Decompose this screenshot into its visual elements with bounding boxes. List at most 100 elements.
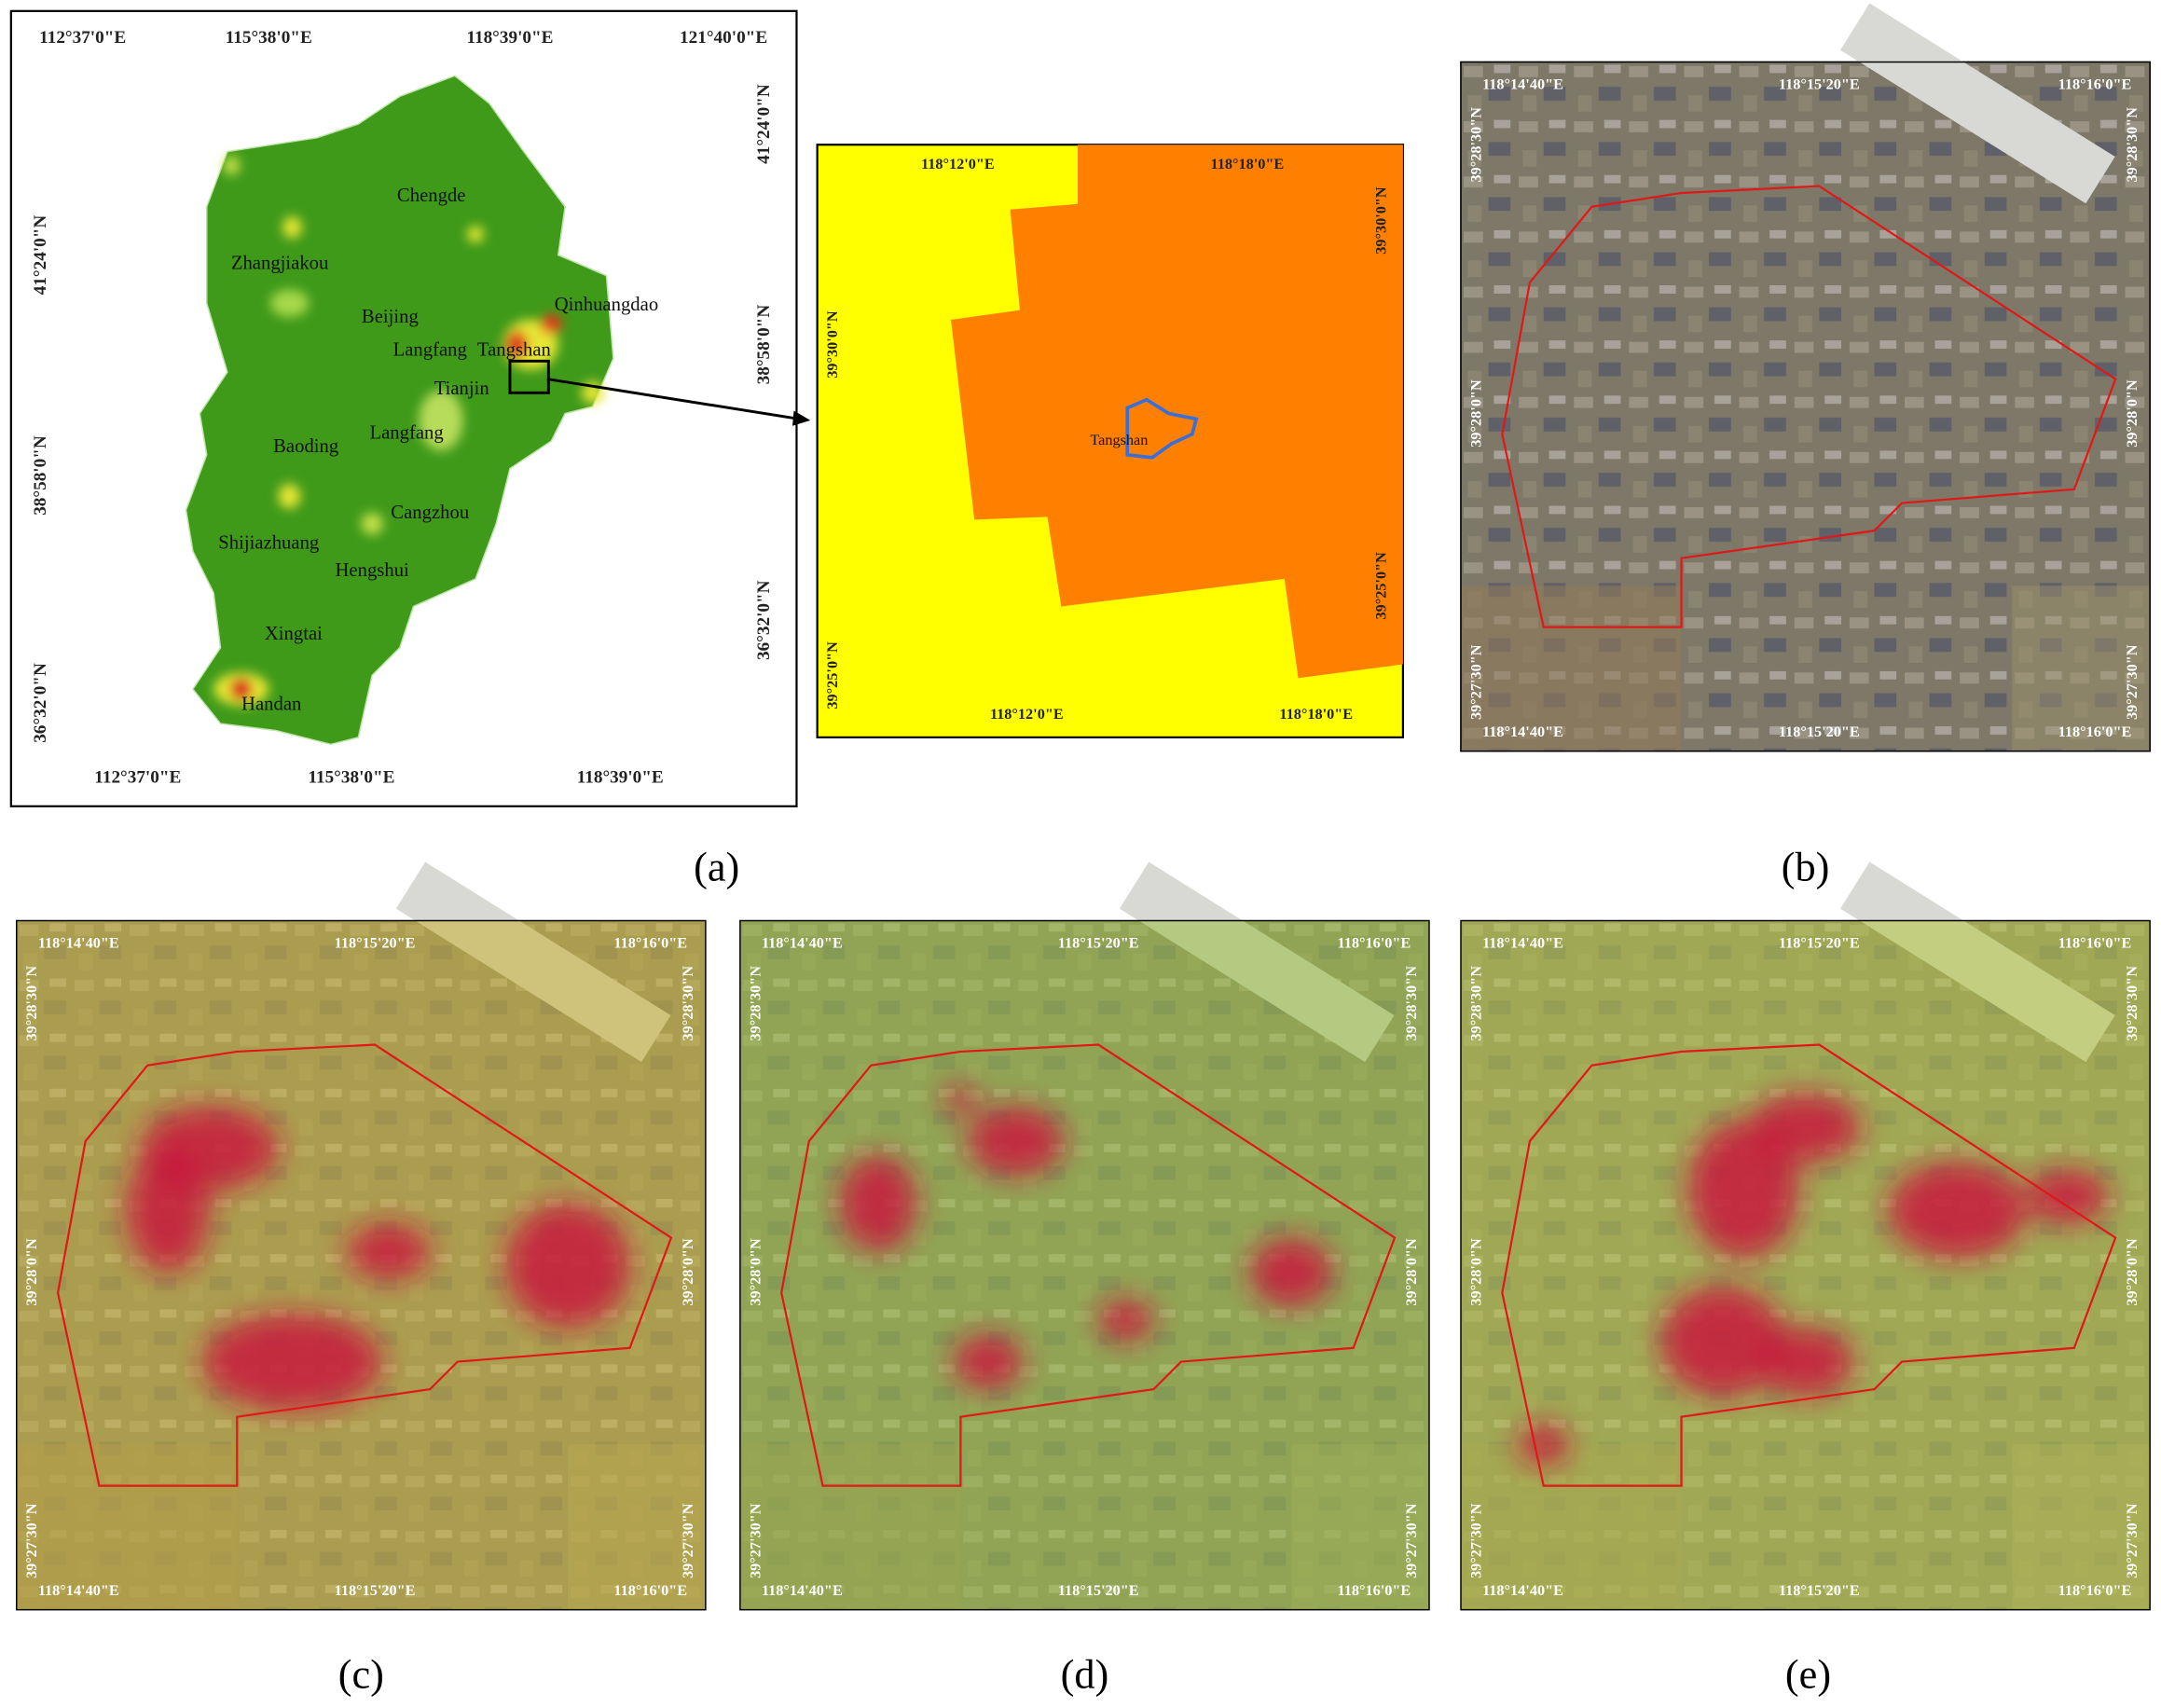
heat-spot xyxy=(943,1085,978,1114)
coord-label: 39°28'30"N xyxy=(1467,107,1484,183)
coord-label: 118°16'0"E xyxy=(2058,1582,2132,1599)
place-name: Xingtai xyxy=(265,624,323,644)
coord-label: 38°58'0"N xyxy=(31,435,50,516)
coord-label: 115°38'0"E xyxy=(226,28,312,48)
coord-label: 118°16'0"E xyxy=(613,934,687,951)
plant-boundary xyxy=(1501,185,2117,628)
panel-label: (b) xyxy=(1782,843,1830,889)
coord-label: 118°16'0"E xyxy=(2058,934,2132,951)
coord-label: 118°39'0"E xyxy=(466,28,553,48)
coord-label: 39°30'0"N xyxy=(824,310,841,379)
coord-label: 118°16'0"E xyxy=(1337,934,1411,951)
heat-spot xyxy=(127,1148,210,1273)
figure-body: 112°37'0"E 115°38'0"E 118°39'0"E 121°40'0"E… xyxy=(9,3,2151,1698)
coord-label: 36°32'0"N xyxy=(754,580,774,660)
heat-spot xyxy=(1888,1162,2027,1259)
coord-label: 118°14'40"E xyxy=(38,1582,119,1599)
place-name: Handan xyxy=(241,695,302,715)
coord-label: 118°14'40"E xyxy=(762,1582,843,1599)
panel-frame xyxy=(1460,919,2151,1611)
coord-label: 39°28'0"N xyxy=(2124,379,2140,448)
coord-label: 41°24'0"N xyxy=(31,215,50,296)
coord-label: 118°15'20"E xyxy=(1779,723,1860,740)
coord-label: 39°27'30"N xyxy=(1467,644,1484,720)
coord-label: 115°38'0"E xyxy=(308,768,394,788)
coord-label: 39°27'30"N xyxy=(1467,1503,1484,1578)
coord-label: 38°58'0"N xyxy=(754,305,774,385)
heat-spots xyxy=(839,1085,1333,1390)
coord-label: 39°28'0"N xyxy=(747,1238,764,1306)
coord-label: 118°12'0"E xyxy=(921,156,995,172)
panel-frame xyxy=(1460,61,2151,752)
coord-label: 118°15'20"E xyxy=(1779,934,1860,951)
panel-label: (e) xyxy=(1785,1651,1831,1698)
coord-label: 39°28'0"N xyxy=(23,1238,40,1306)
coord-label: 118°15'20"E xyxy=(335,1582,416,1599)
plant-boundary xyxy=(56,1043,673,1487)
airport-hangar xyxy=(1840,3,2115,204)
coord-label: 118°14'40"E xyxy=(38,934,119,951)
heat-spot xyxy=(953,1333,1023,1390)
region-map xyxy=(185,75,614,746)
coord-label: 118°16'0"E xyxy=(2058,723,2132,740)
heat-spot xyxy=(1687,1120,1799,1259)
coord-label: 39°28'0"N xyxy=(1467,379,1484,448)
coord-label: 39°28'30"N xyxy=(23,966,40,1041)
heat-spot xyxy=(839,1154,917,1252)
place-name: Cangzhou xyxy=(391,503,469,523)
heat-spot xyxy=(347,1223,431,1279)
concentration-hotspots xyxy=(213,156,604,706)
coord-label: 118°14'40"E xyxy=(1482,1582,1563,1599)
coord-label: 118°15'20"E xyxy=(1779,1582,1860,1599)
place-name: Langfang xyxy=(393,340,467,361)
heat-spots xyxy=(1519,1093,2109,1466)
coord-label: 36°32'0"N xyxy=(31,663,50,743)
heat-spot xyxy=(1249,1237,1333,1307)
coord-label: 39°27'30"N xyxy=(2124,644,2140,720)
coord-label: 39°27'30"N xyxy=(23,1503,40,1578)
place-name: Langfang xyxy=(369,422,443,443)
coord-label: 39°30'0"N xyxy=(1372,186,1389,255)
place-name: Tianjin xyxy=(434,379,490,399)
coord-label: 39°28'0"N xyxy=(1467,1238,1484,1306)
grid-cells xyxy=(951,145,1403,679)
place-name: Zhangjiakou xyxy=(231,254,329,274)
coord-label: 118°15'20"E xyxy=(1779,76,1860,92)
heat-spot xyxy=(505,1203,630,1328)
coord-label: 112°37'0"E xyxy=(94,768,181,788)
coord-label: 39°28'30"N xyxy=(1403,966,1420,1041)
city-outline xyxy=(1125,397,1199,460)
coord-label: 39°28'0"N xyxy=(1403,1238,1420,1306)
satellite-panel xyxy=(1460,3,2151,752)
coord-label: 39°27'30"N xyxy=(2124,1503,2140,1578)
coord-label: 39°28'30"N xyxy=(747,966,764,1041)
place-name: Qinhuangdao xyxy=(555,295,658,315)
arrow xyxy=(546,378,800,420)
coord-label: 118°14'40"E xyxy=(762,934,843,951)
heat-spot xyxy=(1519,1424,1569,1466)
satellite-panel xyxy=(16,861,707,1611)
coord-label: 118°15'20"E xyxy=(335,934,416,951)
place-name: Tangshan xyxy=(1090,432,1148,448)
coord-label: 118°18'0"E xyxy=(1279,706,1353,723)
panel-frame xyxy=(739,919,1430,1611)
coord-label: 118°15'20"E xyxy=(1058,934,1139,951)
coord-label: 39°28'30"N xyxy=(680,966,696,1041)
heatmap-overlay xyxy=(1460,920,2151,1610)
plant-boundary xyxy=(1501,1043,2117,1487)
panel-label: (a) xyxy=(694,843,739,889)
heat-spots xyxy=(127,1107,630,1411)
fields xyxy=(1460,585,1682,751)
coord-label: 39°25'0"N xyxy=(1372,552,1389,620)
place-name: Beijing xyxy=(362,307,419,327)
heat-spot xyxy=(1098,1300,1154,1342)
coord-label: 118°16'0"E xyxy=(613,1582,687,1599)
arrow-head xyxy=(792,410,811,426)
heat-spot xyxy=(2026,1168,2109,1224)
place-name: Tangshan xyxy=(477,340,552,361)
panel-frame xyxy=(16,919,707,1611)
coord-label: 118°16'0"E xyxy=(2058,76,2132,92)
inset-locator xyxy=(508,359,550,394)
heat-spot xyxy=(1660,1286,1785,1397)
coord-label: 39°25'0"N xyxy=(824,641,841,709)
